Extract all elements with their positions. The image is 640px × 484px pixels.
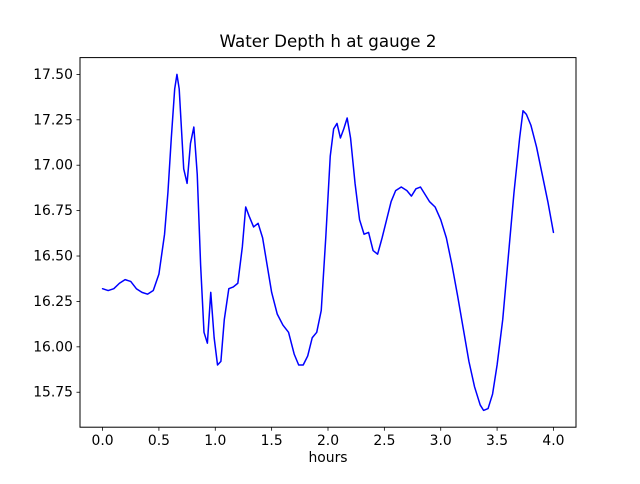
y-tick-label: 17.50 — [33, 67, 73, 83]
x-tick-label: 0.5 — [148, 433, 170, 449]
chart-title: Water Depth h at gauge 2 — [220, 31, 437, 51]
y-tick-label: 16.75 — [33, 203, 73, 219]
x-tick-label: 4.0 — [542, 433, 564, 449]
x-axis-label: hours — [308, 450, 347, 466]
x-tick-label: 1.0 — [204, 433, 226, 449]
x-tick-label: 0.0 — [91, 433, 113, 449]
y-tick-label: 16.25 — [33, 294, 73, 310]
x-tick-label: 1.5 — [261, 433, 283, 449]
y-tick-label: 17.00 — [33, 158, 73, 174]
x-tick-label: 2.5 — [373, 433, 395, 449]
water-depth-line — [101, 73, 555, 412]
x-axis-ticks: 0.0 0.5 1.0 1.5 2.0 2.5 3.0 3.5 4.0 — [91, 427, 565, 449]
y-tick-label: 15.75 — [33, 385, 73, 401]
x-tick-label: 2.0 — [317, 433, 339, 449]
x-tick-label: 3.5 — [486, 433, 508, 449]
x-tick-label: 3.0 — [430, 433, 452, 449]
y-tick-label: 16.50 — [33, 249, 73, 265]
y-axis-ticks: 15.75 16.00 16.25 16.50 16.75 17.00 17.25 17.50 — [33, 67, 80, 401]
y-tick-label: 16.00 — [33, 339, 73, 355]
axes-frame — [79, 57, 577, 428]
y-tick-label: 17.25 — [33, 112, 73, 128]
